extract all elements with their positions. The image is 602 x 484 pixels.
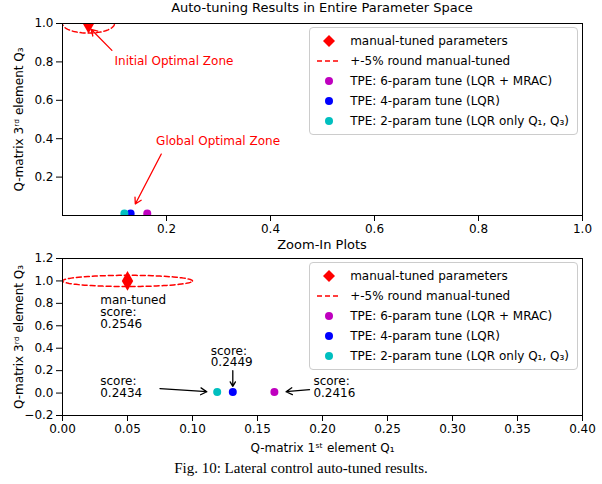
svg-text:0.20: 0.20 (309, 422, 336, 436)
svg-text:0.05: 0.05 (114, 422, 141, 436)
svg-text:0.30: 0.30 (439, 422, 466, 436)
html-text:TPE: 6-param tune (LQR + MRAC): TPE: 6-param tune (LQR + MRAC) (350, 74, 553, 88)
html-text:+-5% round manual-tuned: +-5% round manual-tuned (350, 289, 511, 303)
svg-text:Global Optimal Zone: Global Optimal Zone (156, 134, 280, 148)
svg-text:Initial Optimal Zone: Initial Optimal Zone (115, 54, 234, 68)
svg-text:0.25: 0.25 (374, 422, 401, 436)
svg-text:0.0: 0.0 (34, 386, 53, 400)
html-text:Fig. 10: Lateral control auto-: Fig. 10: Lateral control auto-tuned resu… (174, 460, 428, 476)
svg-text:0.00: 0.00 (49, 422, 76, 436)
html-text:TPE: 2-param tune (LQR only Q₁: TPE: 2-param tune (LQR only Q₁, Q₃) (350, 114, 569, 128)
svg-text:1.0: 1.0 (573, 222, 592, 236)
svg-text:man-tunedscore:0.2546: man-tunedscore:0.2546 (100, 293, 166, 331)
svg-text:0.6: 0.6 (34, 93, 53, 107)
svg-text:0.6: 0.6 (34, 319, 53, 333)
html-text:manual-tuned parameters: manual-tuned parameters (350, 34, 508, 48)
html-text:TPE: 4-param tune (LQR): TPE: 4-param tune (LQR) (350, 94, 500, 108)
svg-text:0.2: 0.2 (157, 222, 176, 236)
svg-text:0.10: 0.10 (179, 422, 206, 436)
svg-text:Q-matrix 1ˢᵗ element Q₁: Q-matrix 1ˢᵗ element Q₁ (250, 441, 394, 455)
svg-text:0.4: 0.4 (34, 132, 53, 146)
svg-text:0.8: 0.8 (469, 222, 488, 236)
svg-text:0.2: 0.2 (34, 363, 53, 377)
svg-text:−0.2: −0.2 (24, 408, 53, 422)
svg-text:0.2: 0.2 (34, 170, 53, 184)
svg-text:0.4: 0.4 (34, 341, 53, 355)
svg-text:0.40: 0.40 (569, 422, 596, 436)
svg-text:0.15: 0.15 (244, 422, 271, 436)
svg-text:0.6: 0.6 (365, 222, 384, 236)
svg-text:score:0.2434: score:0.2434 (100, 374, 142, 400)
svg-text:1.0: 1.0 (34, 16, 53, 30)
svg-text:Q-matrix 3ʳᵈ element Q₃: Q-matrix 3ʳᵈ element Q₃ (12, 265, 26, 409)
svg-text:1.2: 1.2 (34, 252, 53, 265)
html-text:manual-tuned parameters: manual-tuned parameters (350, 269, 508, 283)
svg-text:score:0.2449: score:0.2449 (211, 343, 253, 369)
svg-text:0.4: 0.4 (261, 222, 280, 236)
svg-text:1.0: 1.0 (34, 274, 53, 288)
html-text:Zoom-In Plots: Zoom-In Plots (277, 237, 367, 252)
svg-text:0.35: 0.35 (504, 422, 531, 436)
svg-text:Q-matrix 3ʳᵈ element Q₃: Q-matrix 3ʳᵈ element Q₃ (12, 47, 26, 191)
html-text:Auto-tuning Results in Entire: Auto-tuning Results in Entire Parameter … (171, 0, 473, 15)
svg-text:0.8: 0.8 (34, 296, 53, 310)
html-text:TPE: 6-param tune (LQR + MRAC): TPE: 6-param tune (LQR + MRAC) (350, 309, 553, 323)
html-text:+-5% round manual-tuned: +-5% round manual-tuned (350, 54, 511, 68)
svg-text:0.8: 0.8 (34, 55, 53, 69)
html-text:TPE: 4-param tune (LQR): TPE: 4-param tune (LQR) (350, 329, 500, 343)
html-text:TPE: 2-param tune (LQR only Q₁: TPE: 2-param tune (LQR only Q₁, Q₃) (350, 349, 569, 363)
svg-text:score:0.2416: score:0.2416 (313, 374, 355, 400)
